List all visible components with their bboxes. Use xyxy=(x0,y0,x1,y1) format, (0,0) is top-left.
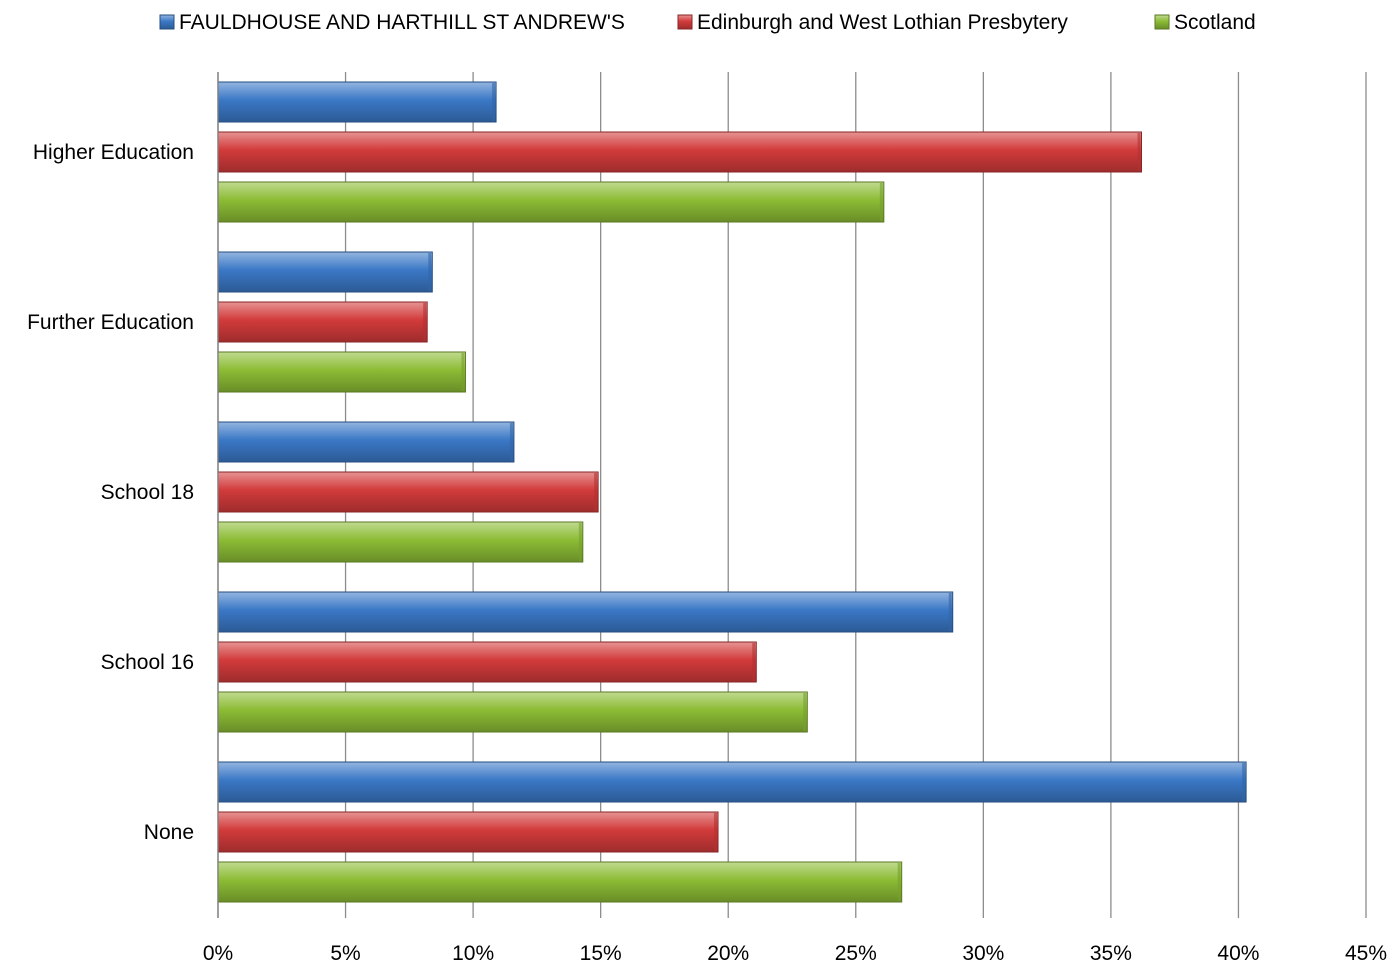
category-label: Higher Education xyxy=(33,141,194,164)
category-label: Further Education xyxy=(27,311,194,334)
bar-2-0 xyxy=(217,181,885,223)
bar-1-4 xyxy=(217,811,719,853)
x-tick-label: 10% xyxy=(452,942,494,964)
x-tick-label: 45% xyxy=(1345,942,1387,964)
bar-2-2 xyxy=(217,521,584,563)
legend-swatch xyxy=(159,14,175,30)
bar-0-4 xyxy=(217,761,1247,803)
bar-1-2 xyxy=(217,471,599,513)
bar-1-0 xyxy=(217,131,1143,173)
legend: FAULDHOUSE AND HARTHILL ST ANDREW'S Edinb… xyxy=(159,11,1256,34)
legend-label: Scotland xyxy=(1174,11,1256,34)
x-tick-label: 25% xyxy=(835,942,877,964)
x-tick-label: 15% xyxy=(580,942,622,964)
bar-2-1 xyxy=(217,351,466,393)
legend-label: Edinburgh and West Lothian Presbytery xyxy=(697,11,1068,34)
bar-cap xyxy=(714,813,718,851)
x-tick-label: 5% xyxy=(330,942,360,964)
bar-cap xyxy=(578,523,582,561)
legend-swatch xyxy=(1154,14,1170,30)
category-label: School 16 xyxy=(101,651,194,674)
bar-cap xyxy=(509,423,513,461)
bar-cap xyxy=(752,643,756,681)
category-label: School 18 xyxy=(101,481,194,504)
legend-swatch xyxy=(677,14,693,30)
x-tick-label: 0% xyxy=(203,942,233,964)
bars xyxy=(217,81,1247,903)
bar-cap xyxy=(879,183,883,221)
axes: 0% 5% 10% 15% 20% 25% 30% 35% 40% 45% Higher Educa… xyxy=(27,72,1387,965)
x-tick-label: 35% xyxy=(1090,942,1132,964)
bar-1-1 xyxy=(217,301,428,343)
bar-cap xyxy=(1137,133,1141,171)
x-tick-label: 20% xyxy=(707,942,749,964)
bar-0-3 xyxy=(217,591,954,633)
bar-cap xyxy=(461,353,465,391)
bar-cap xyxy=(423,303,427,341)
bar-cap xyxy=(948,593,952,631)
x-tick-label: 40% xyxy=(1217,942,1259,964)
bar-cap xyxy=(1242,763,1246,801)
bar-2-4 xyxy=(217,861,903,903)
bar-0-1 xyxy=(217,251,433,293)
bar-1-3 xyxy=(217,641,757,683)
category-label: None xyxy=(144,821,194,844)
bar-cap xyxy=(594,473,598,511)
bar-cap xyxy=(428,253,432,291)
x-tick-label: 30% xyxy=(962,942,1004,964)
bar-cap xyxy=(897,863,901,901)
bar-cap xyxy=(803,693,807,731)
bar-2-3 xyxy=(217,691,808,733)
legend-label: FAULDHOUSE AND HARTHILL ST ANDREW'S xyxy=(179,11,625,34)
bar-cap xyxy=(492,83,496,121)
bar-0-0 xyxy=(217,81,497,123)
bar-0-2 xyxy=(217,421,515,463)
